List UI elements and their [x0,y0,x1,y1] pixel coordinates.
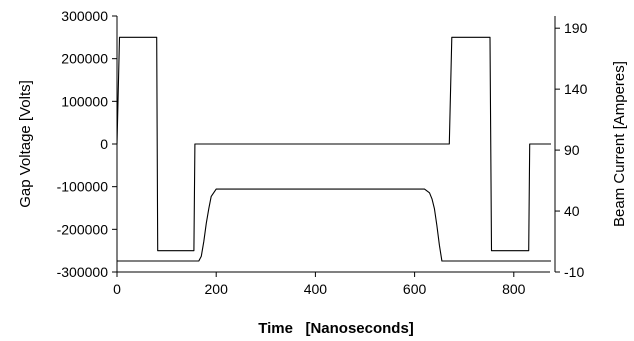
y2-axis-label: Beam Current [Amperes] [611,61,628,227]
x-tick-label: 200 [205,281,229,297]
y-tick-label: 100000 [61,93,108,109]
y2-tick-label: 90 [564,142,580,158]
x-tick-label: 0 [113,281,121,297]
y-tick-label: 300000 [61,8,108,24]
y2-ticks: 190 140 90 40 -10 [555,20,588,280]
y2-tick-label: 40 [564,203,580,219]
x-ticks: 0 200 400 600 800 [113,272,526,297]
y-tick-label: 0 [100,136,108,152]
y-tick-label: 200000 [61,51,108,67]
y2-tick-label: -10 [564,264,584,280]
gap-voltage-line [116,36,551,252]
y-tick-label: -200000 [57,221,109,237]
x-tick-label: 600 [403,281,427,297]
x-tick-label: 800 [502,281,526,297]
series-group [116,36,551,262]
y-tick-label: -300000 [57,264,109,280]
beam-current-line [117,188,551,262]
x-axis-label: Time [Nanoseconds] [258,320,414,337]
x-tick-label: 400 [304,281,328,297]
y2-tick-label: 140 [564,81,588,97]
y-axis-label: Gap Voltage [Volts] [17,80,34,208]
y-ticks: 300000 200000 100000 0 -100000 -200000 -300000 [57,8,117,280]
y-tick-label: -100000 [57,179,109,195]
y2-tick-label: 190 [564,20,588,36]
